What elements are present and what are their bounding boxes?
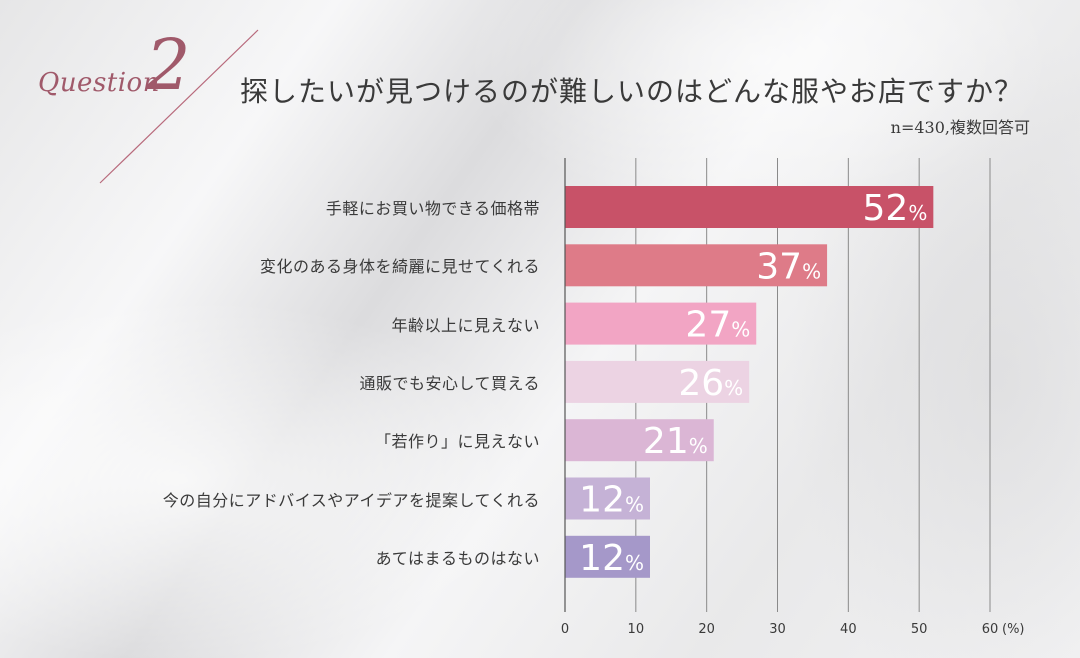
x-tick-label: 40 xyxy=(840,622,857,637)
bar-value-label: 21% xyxy=(643,421,708,462)
category-label: 手軽にお買い物できる価格帯 xyxy=(325,199,540,218)
x-tick-label: 20 xyxy=(698,622,715,637)
bar xyxy=(565,419,714,462)
bar xyxy=(565,302,757,345)
bar xyxy=(565,477,650,520)
bar xyxy=(565,244,828,287)
bar-value-label: 37% xyxy=(756,246,821,287)
bar xyxy=(565,360,750,403)
x-axis-unit-label: (%) xyxy=(1002,622,1025,637)
x-tick-label: 60 xyxy=(982,622,999,637)
chart-title: 探したいが見つけるのが難しいのはどんな服やお店ですか？ xyxy=(240,75,1024,108)
bar-value-label: 52% xyxy=(863,188,928,229)
bar-value-label: 27% xyxy=(685,305,750,346)
category-label: 変化のある身体を綺麗に見せてくれる xyxy=(259,257,540,277)
x-tick-label: 10 xyxy=(628,622,645,637)
category-label: 今の自分にアドバイスやアイデアを提案してくれる xyxy=(162,490,540,510)
sample-size-note: n=430,複数回答可 xyxy=(890,118,1030,137)
category-label: あてはまるものはない xyxy=(375,548,540,568)
bar xyxy=(565,535,650,578)
category-label: 通販でも安心して買える xyxy=(359,373,540,393)
question-word: Question xyxy=(38,68,160,98)
bar-value-label: 26% xyxy=(678,363,743,404)
x-tick-label: 0 xyxy=(561,622,569,637)
x-tick-label: 30 xyxy=(769,622,786,637)
bar-value-label: 12% xyxy=(579,538,644,579)
bar-value-label: 12% xyxy=(579,480,644,521)
question-number: 2 xyxy=(146,24,191,106)
category-label: 年齢以上に見えない xyxy=(391,315,540,335)
bar xyxy=(565,186,934,228)
x-tick-label: 50 xyxy=(911,622,928,637)
category-label: 「若作り」に見えない xyxy=(374,432,540,452)
